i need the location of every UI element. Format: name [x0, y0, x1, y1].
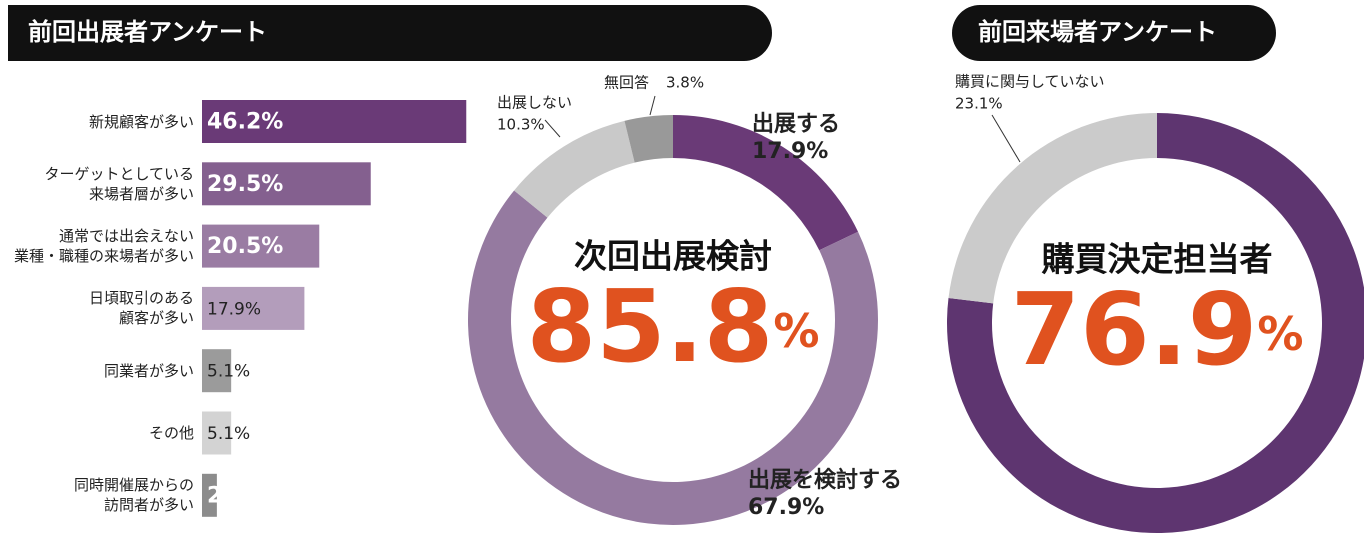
value-label: 29.5% [207, 172, 283, 197]
slice-value-label: 23.1% [955, 95, 1003, 113]
donut-slice [673, 115, 859, 251]
value-label: 5.1% [207, 362, 250, 382]
category-label: 新規顧客が多い [88, 112, 194, 131]
bar [202, 411, 232, 455]
slice-value-label: 67.9% [748, 495, 824, 520]
slice-value-label: 3.8% [666, 74, 704, 92]
category-label: 日頃取引のある 顧客が多い [88, 289, 194, 328]
slice-label: 出展しない [497, 94, 572, 112]
slice-label: 購買に関与していない [955, 73, 1105, 91]
donut-slice [514, 120, 635, 218]
slice-label: 出展を検討する [748, 467, 902, 493]
value-label: 5.1% [207, 424, 250, 444]
category-label: 同業者が多い [103, 361, 194, 380]
center-title: 次回出展検討 [574, 237, 772, 276]
donut-slice [624, 115, 673, 163]
slice-label: 出展する [752, 112, 840, 137]
category-label: ターゲットとしている 来場者層が多い [44, 164, 194, 203]
center-value: 76.9% [1011, 271, 1304, 388]
slice-label: 無回答 [604, 74, 649, 92]
category-label: 通常では出会えない 業種・職種の来場者が多い [13, 227, 194, 266]
bar [202, 286, 305, 330]
bar [202, 473, 217, 517]
bar [202, 349, 232, 393]
center-title: 購買決定担当者 [1042, 240, 1273, 279]
slice-value-label: 10.3% [497, 116, 545, 134]
slice-value-label: 17.9% [752, 139, 828, 164]
section-title: 前回出展者アンケート [28, 18, 267, 46]
header-bar [8, 5, 772, 61]
leader-line [991, 114, 1021, 163]
donut-slice [948, 113, 1157, 304]
category-label: 同時開催展からの 訪問者が多い [73, 476, 194, 515]
donut-slice [468, 190, 878, 525]
bar [202, 100, 467, 143]
section-title: 前回来場者アンケート [978, 18, 1217, 46]
center-value: 85.8% [527, 268, 820, 385]
header-bar [952, 5, 1276, 61]
value-label: 17.9% [207, 299, 261, 319]
value-label: 46.2% [207, 110, 283, 135]
value-label: 2.6% [207, 483, 268, 508]
leader-line [544, 119, 561, 138]
leader-line [649, 95, 656, 116]
bar [202, 224, 320, 268]
value-label: 20.5% [207, 234, 283, 259]
category-label: その他 [148, 424, 194, 442]
bar [202, 162, 371, 206]
